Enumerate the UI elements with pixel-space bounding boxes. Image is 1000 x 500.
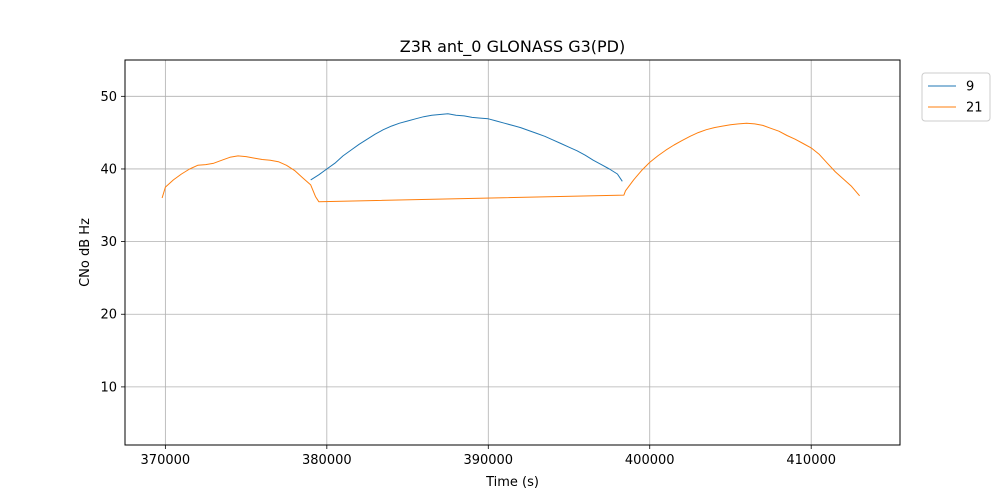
y-tick-label: 20 [100,308,117,323]
y-axis: 10 20 30 40 50 [100,90,125,395]
x-axis: 370000 380000 390000 400000 410000 [141,445,836,468]
x-tick-label: 370000 [141,453,191,468]
y-tick-label: 10 [100,380,117,395]
x-tick-label: 410000 [786,453,836,468]
x-tick-label: 400000 [625,453,675,468]
legend-frame [921,72,991,122]
series-line-9 [310,113,623,182]
x-tick-label: 380000 [302,453,352,468]
grid [125,60,900,445]
x-axis-title: Time (s) [485,475,539,490]
legend-label-9: 9 [966,80,974,95]
legend: 921 [921,72,991,122]
x-tick-label: 390000 [463,453,513,468]
plot-background [125,60,900,445]
y-tick-label: 50 [100,90,117,105]
plot-area [124,59,901,446]
series-line-21 [161,122,860,203]
plot-frame [124,59,901,446]
legend-label-21: 21 [966,101,983,116]
series-layer [161,113,860,203]
y-axis-title: CNo dB Hz [78,218,93,287]
chart-title: Z3R ant_0 GLONASS G3(PD) [400,37,626,57]
y-tick-label: 40 [100,162,117,177]
y-tick-label: 30 [100,235,117,250]
